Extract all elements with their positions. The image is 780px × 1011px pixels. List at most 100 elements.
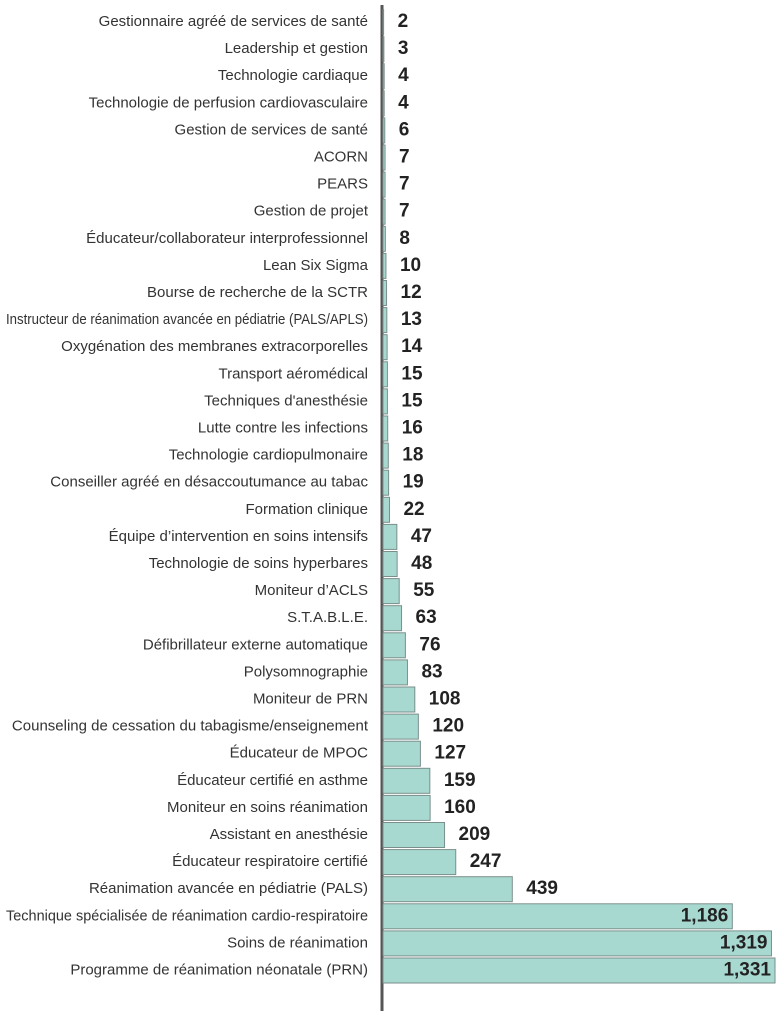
bar	[382, 36, 385, 63]
bar	[382, 198, 386, 225]
category-label: S.T.A.B.L.E.	[287, 609, 368, 626]
category-label: Bourse de recherche de la SCTR	[147, 284, 368, 301]
value-label: 48	[411, 553, 432, 574]
bar	[382, 334, 388, 361]
category-label: Technologie de perfusion cardiovasculair…	[89, 94, 368, 111]
category-label: Transport aéromédical	[218, 365, 368, 382]
category-label: Technologie cardiaque	[218, 67, 368, 84]
category-label: Formation clinique	[245, 501, 368, 518]
category-label: Éducateur certifié en asthme	[177, 772, 368, 789]
value-label: 55	[413, 580, 435, 601]
bar	[382, 578, 400, 605]
bar	[382, 713, 419, 740]
category-label: Gestion de projet	[254, 203, 369, 220]
value-label: 8	[399, 228, 410, 249]
bar	[382, 171, 386, 198]
bar	[382, 90, 385, 117]
category-label: Défibrillateur externe automatique	[143, 636, 368, 653]
category-label: Éducateur/collaborateur interprofessionn…	[86, 230, 368, 247]
category-label: Conseiller agréé en désaccoutumance au t…	[50, 474, 368, 491]
value-label: 14	[401, 336, 423, 357]
value-label: 16	[402, 418, 423, 439]
value-label: 159	[444, 770, 476, 791]
category-label: Programme de réanimation néonatale (PRN)	[70, 961, 368, 978]
category-label: Éducateur respiratoire certifié	[172, 853, 368, 870]
bar	[382, 686, 416, 713]
value-label: 18	[402, 445, 423, 466]
bar	[382, 957, 776, 984]
value-label: 63	[416, 607, 437, 628]
bar	[382, 307, 388, 334]
category-label: Techniques d'anesthésie	[204, 392, 368, 409]
bar	[382, 252, 387, 279]
category-label: Soins de réanimation	[227, 934, 368, 951]
category-label: Oxygénation des membranes extracorporell…	[61, 338, 368, 355]
bar	[382, 9, 385, 35]
category-label: Moniteur en soins réanimation	[167, 799, 368, 816]
value-label: 3	[398, 38, 409, 59]
value-label: 6	[399, 119, 410, 140]
bar	[382, 442, 389, 469]
value-label: 15	[401, 363, 423, 384]
category-label: Polysomnographie	[244, 663, 368, 680]
category-label: Gestionnaire agréé de services de santé	[99, 13, 368, 30]
value-label: 13	[401, 309, 422, 330]
value-label: 19	[403, 472, 424, 493]
category-label: Technologie de soins hyperbares	[149, 555, 368, 572]
value-label: 160	[444, 797, 476, 818]
category-label: Assistant en anesthésie	[210, 826, 368, 843]
category-label: Réanimation avancée en pédiatrie (PALS)	[89, 880, 368, 897]
value-label: 247	[470, 851, 502, 872]
category-label: Éducateur de MPOC	[230, 745, 369, 762]
bar	[382, 930, 772, 957]
value-label: 127	[434, 743, 466, 764]
category-label: Technique spécialisée de réanimation car…	[6, 907, 368, 924]
value-label: 120	[432, 716, 464, 737]
category-label: Instructeur de réanimation avancée en pé…	[6, 311, 368, 328]
bar	[382, 849, 457, 876]
bar	[382, 117, 386, 144]
bar	[382, 388, 388, 415]
bar	[382, 822, 446, 848]
bar	[382, 361, 388, 388]
bar	[382, 469, 390, 496]
bar	[382, 523, 398, 550]
value-label: 10	[400, 255, 421, 276]
value-label: 439	[526, 878, 558, 899]
category-label: Counseling de cessation du tabagisme/ens…	[12, 718, 369, 735]
value-label: 83	[421, 661, 442, 682]
bar	[382, 903, 733, 930]
category-label: Lutte contre les infections	[198, 419, 368, 436]
value-label: 76	[419, 634, 440, 655]
category-label: PEARS	[317, 176, 368, 193]
category-label: Moniteur d’ACLS	[255, 582, 368, 599]
value-label: 22	[403, 499, 424, 520]
value-label: 4	[398, 65, 409, 86]
bar	[382, 415, 389, 442]
bar	[382, 794, 431, 821]
category-label: Gestion de services de santé	[175, 121, 368, 138]
bar	[382, 605, 403, 632]
category-label: Moniteur de PRN	[253, 690, 368, 707]
value-label: 209	[459, 824, 491, 845]
value-label: 7	[399, 174, 410, 195]
value-label: 2	[398, 11, 409, 32]
value-label: 12	[401, 282, 422, 303]
value-label: 108	[429, 689, 461, 710]
category-label: Équipe d’intervention en soins intensifs	[109, 528, 368, 545]
value-label: 7	[399, 147, 410, 168]
category-label: Leadership et gestion	[225, 40, 368, 57]
bar	[382, 496, 390, 523]
value-label: 47	[411, 526, 432, 547]
value-label: 1,331	[723, 960, 771, 981]
bar	[382, 280, 388, 306]
bar	[382, 876, 513, 903]
bar	[382, 63, 385, 90]
value-label: 7	[399, 201, 410, 222]
bar	[382, 767, 431, 794]
bar	[382, 740, 421, 767]
bar	[382, 659, 408, 686]
value-label: 1,186	[681, 905, 729, 926]
bar	[382, 632, 406, 659]
